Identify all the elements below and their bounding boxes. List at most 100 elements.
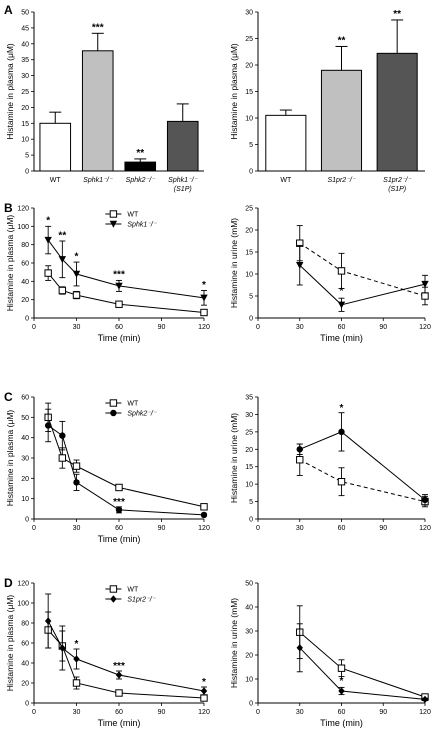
y-tick-label: 60 — [21, 641, 29, 648]
y-tick-label: 0 — [249, 517, 253, 524]
bar — [81, 50, 114, 172]
data-point — [296, 456, 304, 464]
bar — [39, 122, 72, 172]
data-point — [73, 479, 80, 486]
x-category-label: WT — [280, 177, 292, 184]
data-point — [421, 695, 429, 704]
y-tick-label: 40 — [21, 41, 29, 48]
bar — [166, 120, 199, 172]
series-line — [47, 629, 205, 699]
y-axis-label: Histamine in plasma (μM) — [5, 410, 15, 507]
data-point — [59, 432, 66, 439]
y-axis-label: Histamine in plasma (μM) — [5, 215, 15, 312]
series — [44, 408, 208, 519]
x-tick-label: 90 — [158, 709, 166, 716]
y-tick-label: 35 — [245, 395, 253, 402]
bar — [320, 69, 363, 172]
data-point — [115, 506, 123, 514]
data-point — [200, 687, 208, 695]
x-axis-label: Time (min) — [98, 534, 141, 544]
x-tick-label: 0 — [32, 324, 36, 331]
chart-c-right: 0 5 10 15 20 25 30 35 Histamine in urine (mM) 0 30… — [229, 395, 431, 533]
x-tick-label: 120 — [198, 709, 210, 716]
y-tick-label: 25 — [245, 429, 253, 436]
x-axis-label: Time (min) — [98, 718, 141, 728]
series-line — [47, 272, 205, 313]
data-point — [44, 617, 52, 625]
y-tick-label: 120 — [17, 581, 29, 588]
x-tick-label: 0 — [256, 324, 260, 331]
data-point — [72, 291, 81, 299]
x-tick-label: 0 — [32, 709, 36, 716]
y-tick-label: 15 — [245, 250, 253, 257]
x-tick-label: 60 — [115, 525, 123, 532]
y-tick-label: 10 — [21, 496, 29, 503]
x-tick-label: 30 — [296, 324, 304, 331]
x-tick-label: 60 — [115, 709, 123, 716]
data-point — [338, 687, 345, 695]
x-tick-label: 120 — [198, 525, 210, 532]
data-point — [115, 689, 123, 697]
y-tick-label: 40 — [21, 435, 29, 442]
panel-letter: C — [4, 390, 13, 404]
data-point — [115, 671, 123, 679]
data-point — [72, 270, 81, 278]
legend-marker — [109, 585, 118, 593]
data-point — [115, 300, 123, 308]
x-tick-label: 60 — [115, 324, 123, 331]
x-tick-label: 30 — [296, 709, 304, 716]
data-point — [58, 454, 67, 462]
y-tick-label: 10 — [245, 272, 253, 279]
x-tick-label: 60 — [338, 709, 346, 716]
x-tick-label: 30 — [73, 525, 81, 532]
y-tick-label: 100 — [17, 601, 29, 608]
y-tick-label: 20 — [21, 476, 29, 483]
y-tick-label: 5 — [25, 153, 29, 160]
x-category-label: (S1P) — [388, 186, 406, 193]
data-point — [296, 644, 303, 652]
x-axis-label: Time (min) — [320, 333, 363, 343]
x-tick-label: 90 — [158, 324, 166, 331]
x-tick-label: 90 — [158, 525, 166, 532]
y-tick-label: 5 — [249, 142, 253, 149]
y-tick-label: 30 — [245, 629, 253, 636]
legend-label: S1pr2⁻/⁻ — [127, 597, 156, 604]
panel-letter: D — [4, 576, 13, 590]
y-tick-label: 10 — [245, 116, 253, 123]
data-point — [200, 308, 208, 317]
y-tick-label: 80 — [21, 242, 29, 249]
data-point — [337, 301, 346, 309]
y-tick-label: 40 — [21, 661, 29, 668]
y-tick-label: 120 — [17, 206, 29, 213]
data-point — [44, 236, 52, 244]
y-tick-label: 30 — [245, 412, 253, 419]
y-tick-label: 20 — [21, 105, 29, 112]
x-tick-label: 90 — [379, 525, 387, 532]
significance-label: * — [340, 676, 344, 687]
y-tick-label: 30 — [21, 73, 29, 80]
series-line — [299, 631, 426, 698]
chart-b-right: 0 5 10 15 20 25 Histamine in urine (mM) 0 30 60 90… — [229, 206, 431, 344]
x-tick-label: 30 — [296, 525, 304, 532]
legend-marker — [109, 399, 118, 407]
y-tick-label: 100 — [17, 224, 29, 231]
data-point — [200, 511, 208, 519]
series — [44, 611, 208, 702]
y-tick-label: 60 — [21, 395, 29, 402]
y-tick-label: 15 — [245, 89, 253, 96]
x-axis-label: Time (min) — [320, 718, 363, 728]
significance-label: * — [75, 639, 79, 650]
series — [296, 443, 429, 508]
series-line — [47, 239, 205, 299]
x-tick-label: 90 — [379, 324, 387, 331]
data-point — [421, 280, 429, 288]
y-tick-label: 5 — [249, 499, 253, 506]
y-tick-label: 20 — [245, 447, 253, 454]
x-tick-label: 0 — [256, 709, 260, 716]
panel-letter: A — [4, 3, 13, 17]
significance-label: *** — [113, 497, 125, 508]
legend: WT Sphk2⁻/⁻ — [105, 399, 158, 418]
y-tick-label: 15 — [21, 121, 29, 128]
chart-a-left: A 0 5 10 15 20 25 30 35 40 45 50 Histamine in plasma… — [4, 3, 204, 193]
data-point — [296, 446, 303, 453]
